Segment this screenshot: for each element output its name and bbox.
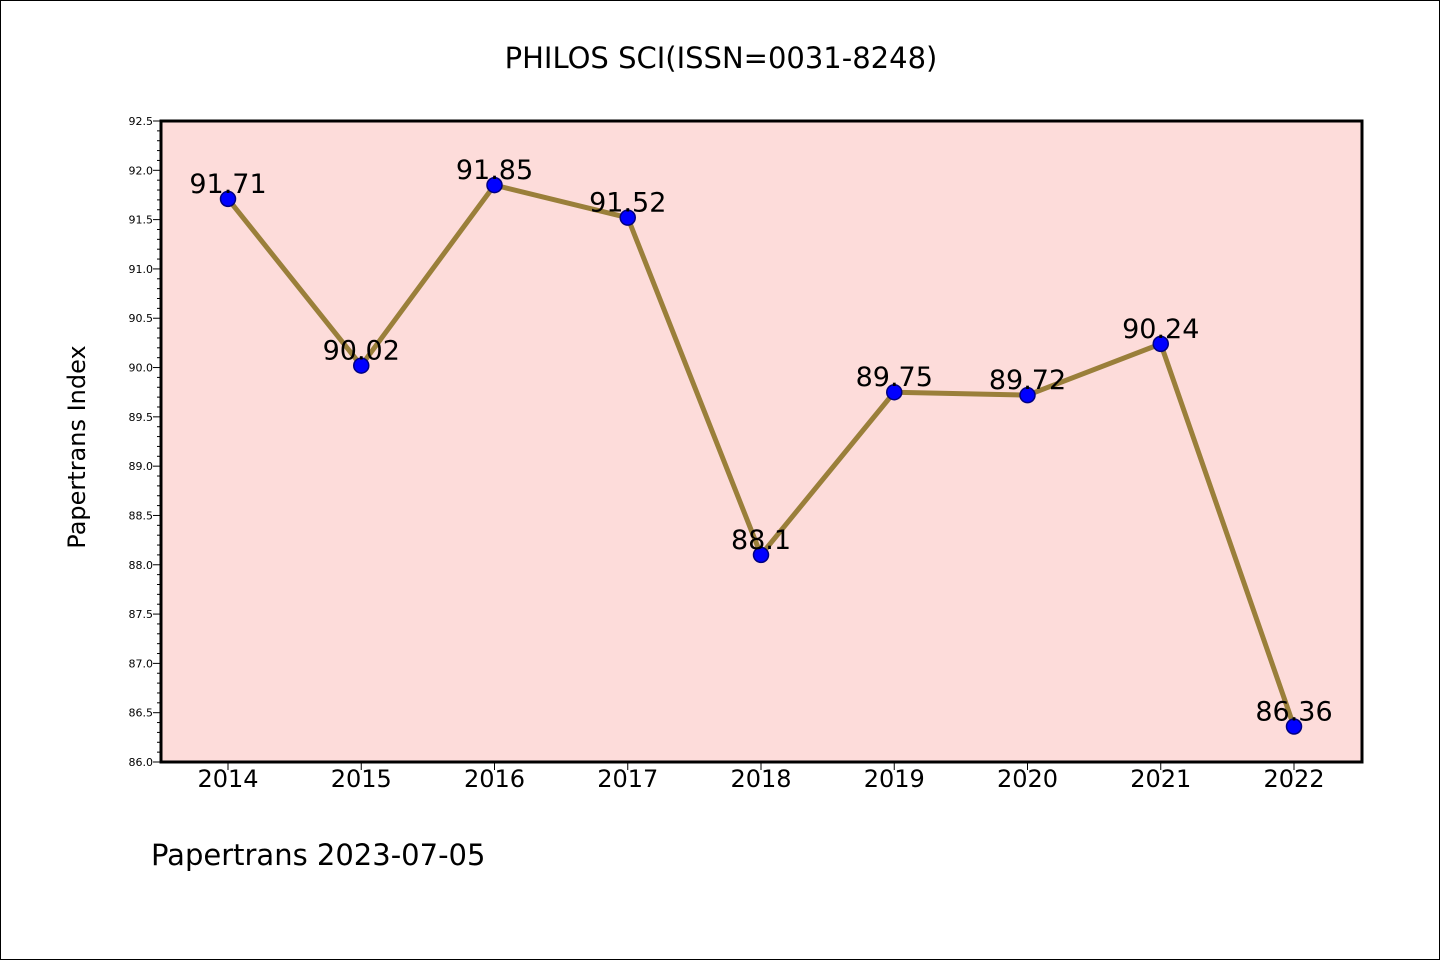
y-tick-label: 88.0 <box>129 559 154 572</box>
x-tick-label: 2022 <box>1263 765 1324 793</box>
x-axis-tick-labels: 2014 2015 2016 2017 2018 2019 2020 2021 2022 <box>197 765 1324 793</box>
data-point <box>486 176 503 194</box>
data-label: 88.1 <box>731 525 791 556</box>
data-label: 91.52 <box>589 188 666 219</box>
y-axis-label: Papertrans Index <box>63 345 91 548</box>
y-tick-label: 87.5 <box>129 608 154 621</box>
y-tick-label: 91.0 <box>129 263 154 276</box>
series-group: 91.71 90.02 91.85 91.52 88.1 89.75 89.72 90.24 8… <box>189 155 1333 735</box>
plot-area <box>161 121 1362 762</box>
y-tick-label: 90.5 <box>129 312 154 325</box>
x-tick-label: 2019 <box>864 765 925 793</box>
y-tick-label: 88.5 <box>129 509 154 522</box>
footer-text: Papertrans 2023-07-05 <box>151 838 485 872</box>
y-axis-tick-labels: 86.0 86.5 87.0 87.5 88.0 88.5 89.0 89.5 90.0 90.5… <box>129 115 154 769</box>
x-tick-label: 2015 <box>331 765 392 793</box>
data-point <box>353 357 370 374</box>
data-label: 90.02 <box>323 336 400 367</box>
data-label: 86.36 <box>1255 696 1332 727</box>
y-tick-label: 86.0 <box>129 756 154 769</box>
x-tick-label: 2014 <box>197 765 258 793</box>
x-tick-label: 2020 <box>997 765 1058 793</box>
y-tick-label: 90.0 <box>129 362 154 375</box>
data-point <box>1285 718 1303 735</box>
y-tick-label: 92.5 <box>129 115 154 128</box>
plot-border <box>159 119 1364 764</box>
data-point <box>1152 335 1169 353</box>
x-tick-label: 2018 <box>730 765 791 793</box>
data-label: 89.72 <box>989 365 1066 396</box>
data-label: 89.75 <box>856 362 933 393</box>
x-tick-label: 2021 <box>1130 765 1191 793</box>
y-tick-label: 92.0 <box>129 164 154 177</box>
y-tick-label: 89.5 <box>129 411 154 424</box>
chart-title: PHILOS SCI(ISSN=0031-8248) <box>505 41 938 75</box>
y-tick-label: 91.5 <box>129 214 154 227</box>
y-tick-label: 89.0 <box>129 460 154 473</box>
data-point <box>619 209 636 226</box>
data-label: 91.85 <box>456 155 533 186</box>
data-label: 90.24 <box>1122 314 1199 345</box>
data-point <box>752 546 770 564</box>
x-tick-label: 2017 <box>597 765 658 793</box>
y-tick-label: 86.5 <box>129 707 154 720</box>
data-label: 91.71 <box>189 169 266 200</box>
data-point <box>1019 386 1036 404</box>
y-tick-label: 87.0 <box>129 657 154 670</box>
x-tick-label: 2016 <box>464 765 525 793</box>
data-point <box>219 190 237 208</box>
data-point <box>886 383 903 401</box>
